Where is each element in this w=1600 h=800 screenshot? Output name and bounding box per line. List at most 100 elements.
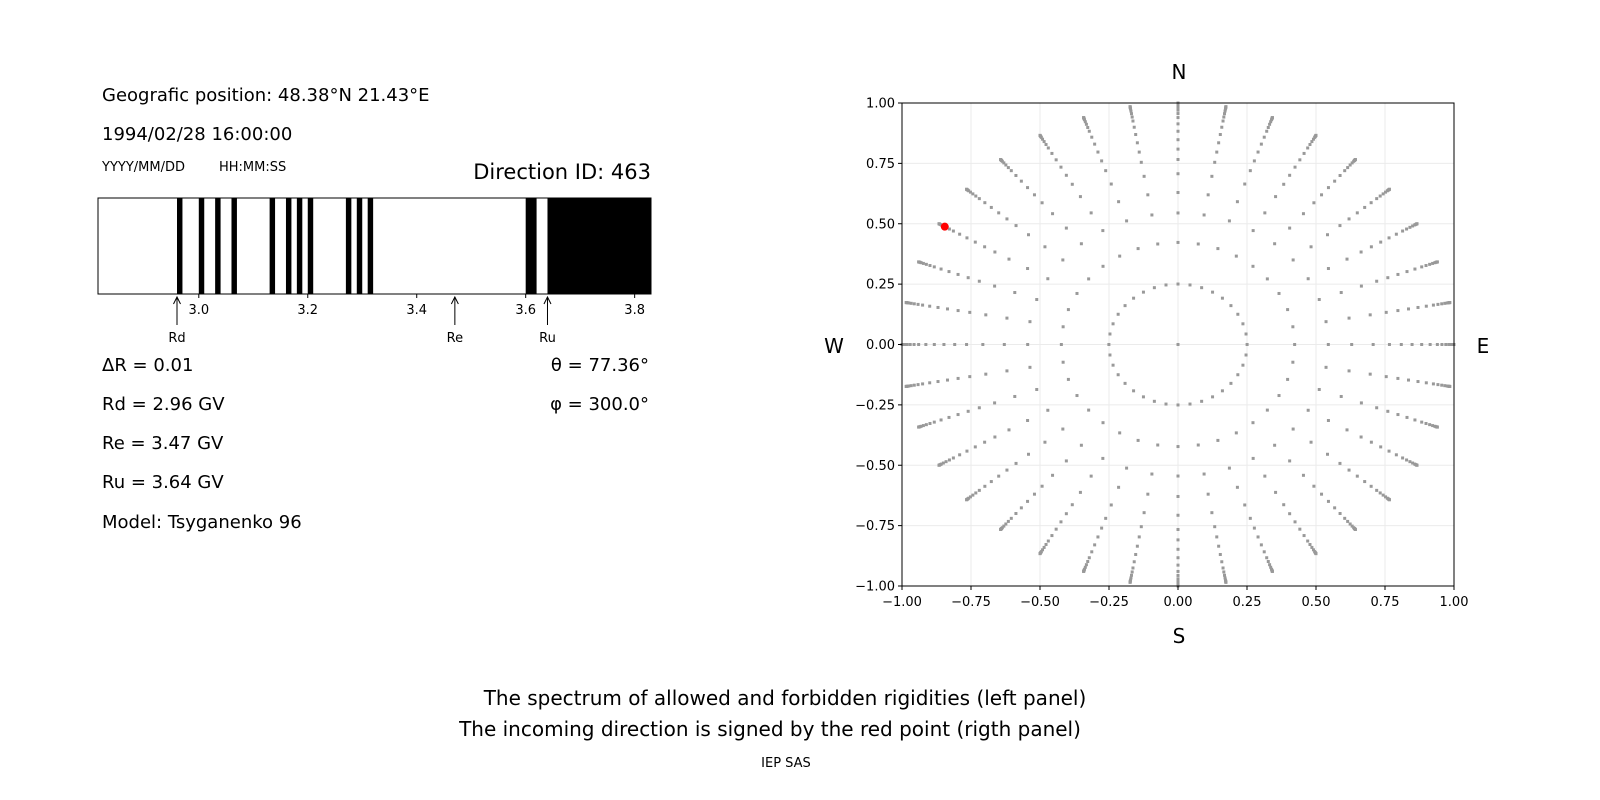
direction-point [1116,373,1120,377]
y-tick-label: 0.50 [866,217,895,232]
direction-point [977,406,981,410]
direction-point [1176,108,1180,112]
direction-point [947,458,951,462]
direction-point [1424,264,1428,268]
direction-point [1236,312,1240,316]
direction-point [1410,343,1414,346]
direction-point [1046,277,1050,281]
direction-point [1291,258,1295,262]
direction-point [983,484,987,488]
direction-point [1314,133,1318,137]
direction-point [1213,160,1217,164]
direction-point [1176,343,1180,346]
direction-point [1042,545,1046,549]
direction-point [1050,534,1054,538]
direction-point [1196,443,1200,447]
direction-point [1028,320,1032,324]
direction-point [1369,201,1373,205]
direction-point [1444,343,1448,346]
direction-point [1378,491,1382,495]
delta-r: ΔR = 0.01 [102,355,194,376]
direction-point [1386,409,1390,413]
direction-point [947,415,951,419]
direction-point [956,272,960,276]
direction-point [1379,240,1383,244]
direction-point [1051,212,1055,216]
compass-north: N [1172,60,1187,84]
direction-point [945,378,949,382]
direction-point [1396,376,1400,380]
direction-point [1262,550,1266,554]
direction-point [993,401,997,405]
direction-point [1311,137,1315,141]
forbidden-band [285,198,292,294]
direction-point [1156,443,1160,447]
direction-point [1134,552,1138,556]
direction-point [1384,375,1388,379]
phi-value: φ = 300.0° [550,394,649,415]
y-tick-label: 0.00 [866,338,895,353]
direction-point [1176,556,1180,560]
direction-point [1224,105,1228,109]
direction-point [1096,535,1100,539]
direction-point [1005,468,1009,472]
direction-point [928,304,932,308]
direction-point [958,453,962,457]
direction-point [968,495,972,499]
date-format: YYYY/MM/DD [102,160,185,175]
direction-point [1435,260,1439,264]
direction-point [1164,402,1168,406]
direction-point [1026,267,1030,271]
direction-point [983,201,987,205]
direction-point [1359,435,1363,439]
direction-point [956,413,960,417]
direction-point [1424,421,1428,425]
direction-point [1273,242,1277,246]
direction-point [932,420,936,424]
direction-point [1265,556,1269,560]
direction-point [1040,201,1044,205]
direction-point [1050,151,1054,155]
direction-point [1408,460,1412,464]
direction-point [1046,146,1050,150]
direction-point [1277,394,1281,398]
direction-point [1176,474,1180,478]
direction-point [1100,159,1104,163]
direction-point [912,383,916,387]
direction-point [1394,453,1398,457]
direction-point [924,423,928,427]
direction-point [1235,485,1239,489]
direction-point [1210,174,1214,178]
direction-point [1217,141,1221,145]
direction-point [1129,109,1133,113]
direction-point [1369,484,1373,488]
direction-point [1359,284,1363,288]
x-tick-label: 0.75 [1371,595,1400,610]
x-tick-label: 3.6 [515,303,536,318]
direction-point [1274,195,1278,199]
direction-point [1129,573,1133,577]
direction-point [1387,498,1391,502]
direction-point [971,493,975,497]
direction-point [1117,485,1121,489]
direction-point [928,421,932,425]
direction-point [939,418,943,422]
direction-point [1265,129,1269,133]
y-tick-label: −0.50 [855,459,895,474]
direction-point [1146,193,1150,197]
direction-point [1188,283,1192,287]
direction-point [1108,353,1112,357]
direction-point [1064,512,1068,516]
direction-point [1244,353,1248,357]
direction-point [1396,309,1400,313]
direction-point [951,229,955,233]
direction-point [1343,516,1347,520]
direction-point [1005,369,1009,373]
direction-point [1176,494,1180,498]
direction-point [1311,548,1315,552]
direction-point [1216,247,1220,251]
direction-point [1291,360,1295,364]
direction-point [1353,158,1357,162]
x-tick-label: 0.00 [1164,595,1193,610]
direction-point [1350,161,1354,165]
